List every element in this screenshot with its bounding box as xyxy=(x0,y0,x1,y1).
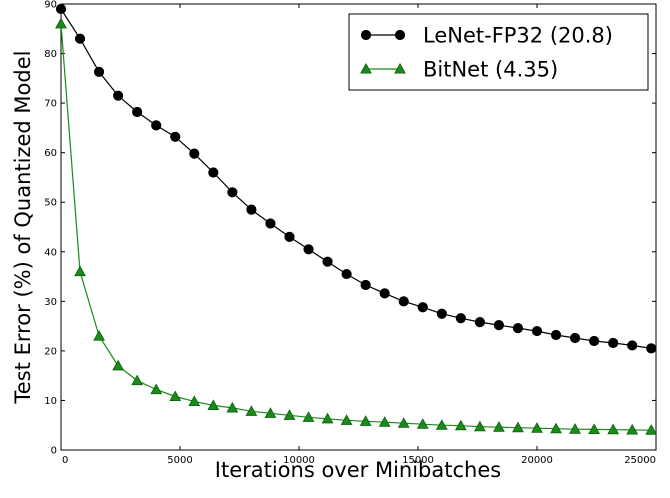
data-point xyxy=(74,33,86,44)
data-point xyxy=(131,374,144,386)
y-tick-label: 20 xyxy=(44,346,57,357)
plot-area xyxy=(60,3,657,451)
data-point xyxy=(454,419,467,431)
data-point xyxy=(245,405,258,416)
legend-marker xyxy=(394,29,406,41)
data-point xyxy=(150,383,163,395)
x-axis-ticks: 0 5000 10000 15000 20000 25000 xyxy=(60,4,657,466)
y-axis-label: Test Error (%) of Quantized Model xyxy=(11,51,35,405)
data-point xyxy=(208,167,219,178)
data-point xyxy=(55,17,67,29)
y-tick-label: 80 xyxy=(44,49,57,60)
data-point xyxy=(416,418,429,429)
x-tick-label: 0 xyxy=(62,455,68,466)
data-point xyxy=(55,3,67,15)
x-tick-label: 15000 xyxy=(402,455,434,466)
data-point xyxy=(531,422,543,433)
data-point xyxy=(359,415,372,426)
data-point xyxy=(436,308,447,319)
y-tick-label: 60 xyxy=(44,148,57,159)
data-point xyxy=(550,329,562,341)
data-point xyxy=(455,313,466,324)
data-point xyxy=(264,407,277,418)
legend-box xyxy=(348,13,649,91)
data-point xyxy=(283,409,296,420)
y-tick-label: 90 xyxy=(44,0,57,11)
data-point xyxy=(321,412,334,424)
data-point xyxy=(265,218,276,229)
data-point xyxy=(493,320,505,331)
data-point xyxy=(397,417,410,428)
data-point xyxy=(93,329,105,341)
data-point xyxy=(379,288,390,299)
data-point xyxy=(589,335,600,347)
x-tick-label: 25000 xyxy=(624,455,656,466)
legend-marker xyxy=(360,29,372,41)
y-tick-label: 0 xyxy=(51,446,57,457)
legend-item: BitNet (4.35) xyxy=(360,58,558,82)
data-point xyxy=(608,337,619,349)
series-0 xyxy=(55,3,657,354)
x-tick-label: 10000 xyxy=(283,455,315,466)
data-point xyxy=(189,148,200,159)
data-point xyxy=(607,423,620,435)
data-point xyxy=(227,187,238,198)
data-point xyxy=(207,399,220,410)
data-point xyxy=(569,423,581,434)
data-point xyxy=(226,401,239,413)
data-point xyxy=(627,340,638,351)
data-point xyxy=(151,120,162,131)
data-point xyxy=(512,421,524,433)
y-tick-label: 10 xyxy=(44,396,57,407)
x-tick-label: 5000 xyxy=(167,455,192,466)
data-point xyxy=(474,317,485,328)
data-point xyxy=(340,414,353,425)
legend-marker xyxy=(394,62,406,74)
data-point xyxy=(512,322,524,334)
data-point xyxy=(74,265,86,277)
data-point xyxy=(302,411,315,422)
series-1 xyxy=(55,17,658,435)
legend-item: LeNet-FP32 (20.8) xyxy=(360,24,613,48)
y-tick-label: 70 xyxy=(44,99,57,110)
data-point xyxy=(360,279,371,291)
data-point xyxy=(284,231,295,243)
y-axis-ticks: 0 10 20 30 40 50 60 70 80 90 xyxy=(44,0,656,457)
series-layer xyxy=(55,3,658,435)
x-tick-label: 20000 xyxy=(521,455,553,466)
data-point xyxy=(645,424,658,435)
data-point xyxy=(132,106,143,118)
legend: LeNet-FP32 (20.8) BitNet (4.35) xyxy=(348,13,649,91)
data-point xyxy=(322,256,333,267)
y-tick-label: 50 xyxy=(44,198,57,209)
data-point xyxy=(93,66,105,77)
data-point xyxy=(188,395,201,406)
data-point xyxy=(569,332,581,344)
data-point xyxy=(303,244,314,255)
x-axis-label: Iterations over Minibatches xyxy=(215,458,501,482)
y-tick-label: 40 xyxy=(44,247,57,258)
data-point xyxy=(170,131,181,142)
data-point xyxy=(112,359,124,371)
data-point xyxy=(474,420,486,432)
data-point xyxy=(417,302,428,313)
data-point xyxy=(626,423,639,435)
data-point xyxy=(646,343,657,354)
legend-label: BitNet (4.35) xyxy=(423,58,558,82)
data-point xyxy=(550,422,562,434)
data-point xyxy=(246,204,257,215)
data-point xyxy=(588,423,600,434)
data-point xyxy=(113,90,124,101)
data-point xyxy=(169,390,182,402)
data-point xyxy=(493,421,505,432)
data-point xyxy=(435,419,448,430)
data-point xyxy=(378,416,391,427)
legend-marker xyxy=(360,62,372,74)
y-tick-label: 30 xyxy=(44,297,57,308)
data-point xyxy=(398,296,409,307)
legend-label: LeNet-FP32 (20.8) xyxy=(423,24,613,48)
data-point xyxy=(531,325,543,337)
data-point xyxy=(341,268,352,280)
